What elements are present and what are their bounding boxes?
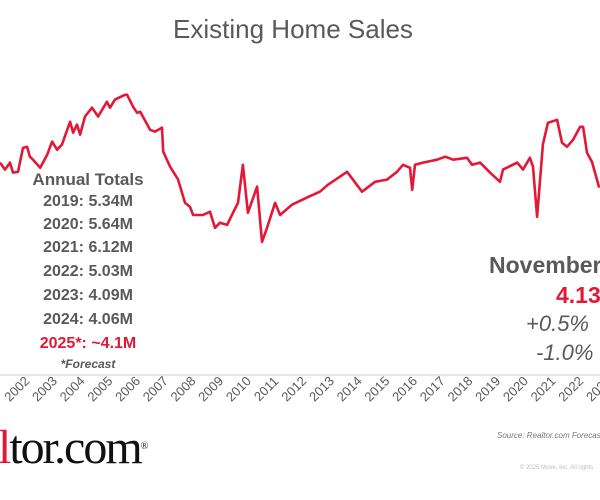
chart-title: Existing Home Sales — [173, 14, 413, 44]
x-tick-label: 2004 — [57, 373, 88, 404]
latest-change-2: -1.0% — [536, 340, 594, 365]
annual-total-2020: 2020: 5.64M — [43, 216, 133, 233]
latest-change-1: +0.5% — [526, 311, 589, 336]
annual-total-2022: 2022: 5.03M — [43, 263, 133, 280]
x-tick-label: 2022 — [555, 373, 586, 404]
x-tick-label: 2009 — [195, 373, 226, 404]
x-tick-label: 2015 — [361, 373, 392, 404]
forecast-footnote: *Forecast — [60, 357, 116, 371]
realtor-logo: ltor.com® — [0, 420, 148, 475]
x-tick-label: 2008 — [167, 373, 198, 404]
logo-registered-mark: ® — [140, 441, 148, 452]
latest-month: November — [489, 252, 600, 278]
x-tick-label: 2013 — [306, 373, 337, 404]
x-tick-label: 2017 — [417, 373, 448, 404]
annual-total-2023: 2023: 4.09M — [43, 287, 133, 304]
x-tick-label: 2019 — [472, 373, 503, 404]
annual-total-2021: 2021: 6.12M — [43, 239, 133, 256]
series-line-existing-home-sales — [0, 93, 600, 244]
x-tick-label: 2016 — [389, 373, 420, 404]
annual-total-2019: 2019: 5.34M — [43, 193, 133, 210]
annual-total-2024: 2024: 4.06M — [43, 311, 133, 328]
x-tick-label: 2005 — [84, 373, 115, 404]
x-tick-label: 2002 — [1, 373, 32, 404]
logo-red-letter: l — [0, 421, 11, 474]
x-tick-label: 2014 — [334, 373, 365, 404]
x-tick-label: 2006 — [112, 373, 143, 404]
x-tick-labels: 2002200320042005200620072008200920102011… — [1, 373, 600, 404]
annual-total-2025-forecast: 2025*: ~4.1M — [39, 335, 137, 352]
x-tick-label: 2003 — [29, 373, 60, 404]
x-tick-label: 2007 — [140, 373, 171, 404]
x-tick-label: 2012 — [278, 373, 309, 404]
line-chart: 2002200320042005200620072008200920102011… — [0, 93, 600, 404]
x-tick-label: 2010 — [223, 373, 254, 404]
x-tick-label: 2018 — [444, 373, 475, 404]
x-tick-label: 2021 — [528, 373, 559, 404]
x-tick-label: 2023 — [583, 373, 600, 404]
x-tick-label: 2011 — [251, 374, 281, 404]
annual-totals-heading: Annual Totals — [32, 170, 144, 189]
x-tick-label: 2020 — [500, 373, 531, 404]
source-note: Source: Realtor.com Forecast, — [497, 431, 600, 440]
copyright-note: © 2025 Move, Inc. All rights — [520, 465, 594, 471]
latest-value: 4.13 — [556, 282, 600, 308]
logo-text: tor.com — [9, 421, 142, 474]
